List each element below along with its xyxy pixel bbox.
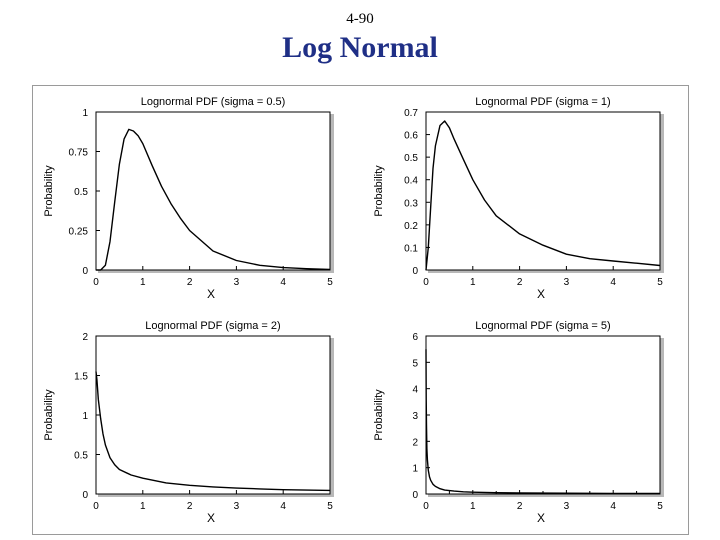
y-tick-label: 2 [82,332,88,343]
x-tick-label: 2 [517,501,523,512]
pdf-curve-sigma-0-5 [96,128,331,271]
x-tick-label: 4 [280,277,286,288]
x-tick-label: 5 [657,277,663,288]
x-tick-label: 5 [327,501,333,512]
y-tick-label: 0.25 [69,227,89,238]
y-tick-label: 0 [82,490,88,501]
y-tick-label: 1 [412,464,418,475]
plot-shadow-right [330,114,334,272]
y-tick-label: 0 [412,490,418,501]
pdf-curve-sigma-2 [95,371,331,492]
y-tick-label: 1 [82,411,88,422]
y-axis-label: Probability [43,389,55,441]
chart-title: Lognormal PDF (sigma = 2) [145,320,280,332]
slide-number: 4-90 [346,11,374,27]
y-tick-label: 0 [412,266,418,277]
x-tick-label: 2 [187,501,193,512]
y-axis-label: Probability [43,165,55,217]
plot-shadow-right [660,114,664,272]
chart-title: Lognormal PDF (sigma = 0.5) [141,96,286,108]
y-tick-label: 0.75 [69,148,89,159]
plot-area [425,335,661,495]
y-tick-label: 0.5 [404,153,418,164]
y-tick-label: 6 [412,332,418,343]
y-tick-label: 5 [412,358,418,369]
chart-panel-3: Lognormal PDF (sigma = 2) 0 0.5 1 1.5 2 0 1 2 3 4 5… [43,320,334,525]
chart-title: Lognormal PDF (sigma = 5) [475,320,610,332]
x-tick-label: 5 [327,277,333,288]
x-axis-label: X [537,511,545,525]
plot-shadow-bottom [98,270,334,273]
x-tick-label: 1 [470,277,476,288]
slide-title: Log Normal [282,31,438,64]
chart-panel-4: Lognormal PDF (sigma = 5) 0 1 2 3 4 5 6 0 1 2 3 4 5 X P… [373,320,664,525]
plot-shadow-bottom [98,494,334,497]
plot-shadow-bottom [428,494,664,497]
y-tick-label: 0.5 [74,451,88,462]
x-tick-label: 3 [234,501,240,512]
y-tick-label: 0.2 [404,221,418,232]
y-tick-label: 0.7 [404,108,418,119]
y-axis-label: Probability [373,165,385,217]
x-tick-label: 4 [280,501,286,512]
x-tick-label: 2 [517,277,523,288]
y-tick-label: 0.5 [74,187,88,198]
x-tick-label: 4 [610,277,616,288]
x-axis-label: X [207,287,215,301]
x-tick-label: 4 [610,501,616,512]
y-tick-label: 2 [412,437,418,448]
y-tick-label: 0.4 [404,176,418,187]
chart-panel-2: Lognormal PDF (sigma = 1) 0 0.1 0.2 0.3 0.4 0.… [373,96,664,301]
plot-shadow-bottom [428,270,664,273]
x-tick-label: 3 [564,277,570,288]
chart-title: Lognormal PDF (sigma = 1) [475,96,610,108]
y-tick-label: 4 [412,385,418,396]
x-tick-label: 0 [423,277,429,288]
plot-shadow-right [330,338,334,496]
plot-shadow-right [660,338,664,496]
x-tick-label: 1 [140,501,146,512]
y-axis-label: Probability [373,389,385,441]
plot-area [425,111,661,271]
x-tick-label: 3 [234,277,240,288]
pdf-curve-sigma-5 [425,349,661,495]
x-tick-label: 0 [423,501,429,512]
plot-area [95,335,331,495]
pdf-curve-sigma-1 [425,120,661,271]
y-tick-label: 0 [82,266,88,277]
x-tick-label: 0 [93,277,99,288]
y-tick-label: 1.5 [74,372,88,383]
x-tick-label: 5 [657,501,663,512]
chart-panel-1: Lognormal PDF (sigma = 0.5) 0 0.25 0.5 0.75 1… [43,96,334,301]
x-tick-label: 3 [564,501,570,512]
y-tick-label: 0.1 [404,243,418,254]
x-tick-label: 2 [187,277,193,288]
x-tick-label: 1 [140,277,146,288]
lognormal-pdf-figure: Lognormal PDF (sigma = 0.5)00.250.50.751… [43,96,664,525]
plot-area [95,111,331,271]
x-tick-label: 0 [93,501,99,512]
y-tick-label: 0.3 [404,198,418,209]
x-axis-label: X [537,287,545,301]
y-tick-label: 0.6 [404,131,418,142]
x-tick-label: 1 [470,501,476,512]
y-tick-label: 1 [82,108,88,119]
y-tick-label: 3 [412,411,418,422]
x-axis-label: X [207,511,215,525]
